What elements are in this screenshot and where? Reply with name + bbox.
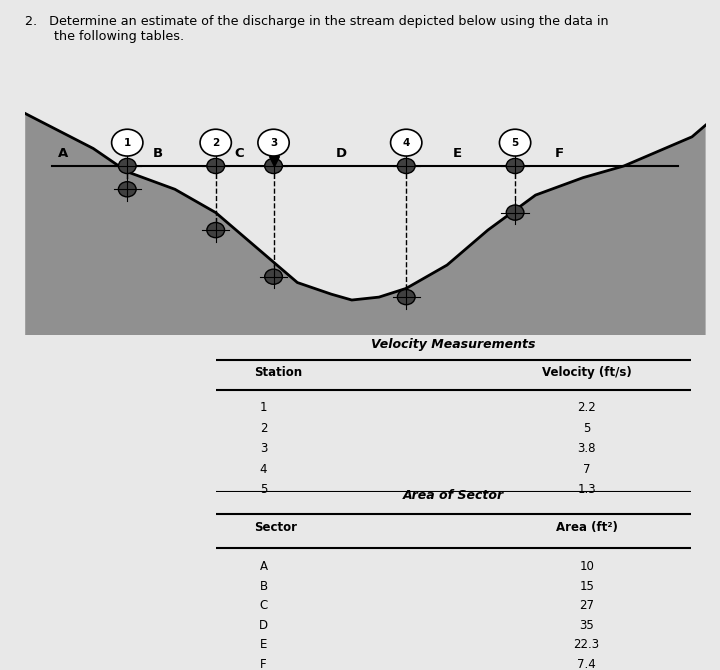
Circle shape bbox=[207, 158, 225, 174]
Text: the following tables.: the following tables. bbox=[54, 30, 184, 43]
Text: 1: 1 bbox=[124, 137, 131, 147]
Text: Velocity Measurements: Velocity Measurements bbox=[372, 338, 536, 351]
Text: 10: 10 bbox=[579, 560, 594, 574]
Text: B: B bbox=[153, 147, 163, 160]
Text: 3: 3 bbox=[260, 442, 267, 455]
Text: E: E bbox=[260, 639, 267, 651]
Text: Area (ft²): Area (ft²) bbox=[556, 521, 618, 534]
Circle shape bbox=[506, 205, 524, 220]
Circle shape bbox=[506, 158, 524, 174]
Text: Station: Station bbox=[254, 366, 302, 379]
Text: 2.2: 2.2 bbox=[577, 401, 596, 414]
Text: C: C bbox=[235, 147, 244, 160]
Text: 2.   Determine an estimate of the discharge in the stream depicted below using t: 2. Determine an estimate of the discharg… bbox=[25, 15, 609, 27]
Text: 1.3: 1.3 bbox=[577, 483, 596, 496]
Circle shape bbox=[265, 269, 282, 284]
Text: B: B bbox=[259, 580, 268, 593]
Circle shape bbox=[200, 129, 231, 156]
Text: 7: 7 bbox=[583, 462, 590, 476]
Circle shape bbox=[207, 222, 225, 238]
Text: Sector: Sector bbox=[254, 521, 297, 534]
Text: 3: 3 bbox=[270, 137, 277, 147]
Text: 2: 2 bbox=[260, 421, 267, 435]
Text: 15: 15 bbox=[579, 580, 594, 593]
Text: 22.3: 22.3 bbox=[574, 639, 600, 651]
Text: Area of Sector: Area of Sector bbox=[403, 489, 504, 502]
Text: C: C bbox=[259, 600, 268, 612]
Text: 1: 1 bbox=[260, 401, 267, 414]
Circle shape bbox=[118, 158, 136, 174]
Polygon shape bbox=[25, 113, 706, 335]
Text: 7.4: 7.4 bbox=[577, 658, 596, 670]
Text: F: F bbox=[260, 658, 267, 670]
Circle shape bbox=[118, 182, 136, 197]
Circle shape bbox=[397, 158, 415, 174]
Text: 27: 27 bbox=[579, 600, 594, 612]
Text: 2: 2 bbox=[212, 137, 220, 147]
Text: 35: 35 bbox=[580, 619, 594, 632]
Text: A: A bbox=[58, 147, 68, 160]
Text: D: D bbox=[336, 147, 347, 160]
Text: 5: 5 bbox=[511, 137, 518, 147]
Text: 5: 5 bbox=[260, 483, 267, 496]
Text: 4: 4 bbox=[260, 462, 267, 476]
Text: 5: 5 bbox=[583, 421, 590, 435]
Text: 4: 4 bbox=[402, 137, 410, 147]
Text: E: E bbox=[453, 147, 462, 160]
Circle shape bbox=[397, 289, 415, 305]
Circle shape bbox=[390, 129, 422, 156]
Text: F: F bbox=[554, 147, 564, 160]
Text: D: D bbox=[259, 619, 268, 632]
Text: Velocity (ft/s): Velocity (ft/s) bbox=[541, 366, 631, 379]
Circle shape bbox=[258, 129, 289, 156]
Circle shape bbox=[500, 129, 531, 156]
Text: A: A bbox=[259, 560, 268, 574]
Circle shape bbox=[265, 158, 282, 174]
Text: 3.8: 3.8 bbox=[577, 442, 596, 455]
Circle shape bbox=[112, 129, 143, 156]
